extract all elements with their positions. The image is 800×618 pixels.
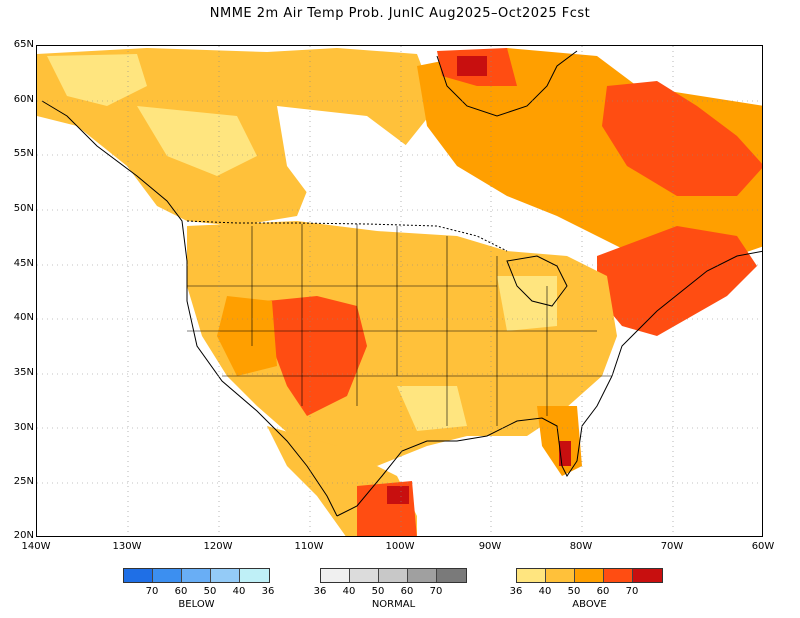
lon-label-110w: 110W [294,541,324,552]
field-southwest-orange [217,296,277,376]
field-great-lakes-light [497,276,557,331]
legend-below-swatch-1 [124,569,153,582]
lat-label-50n: 50N [13,203,34,214]
legend-above-swatch-5 [633,569,662,582]
lat-label-45n: 45N [13,258,34,269]
legend-above-swatch-4 [604,569,633,582]
lon-label-90w: 90W [478,541,502,552]
field-mexico-dark [387,486,409,504]
legend-below-tick: 60 [174,586,188,597]
legend-normal-tick: 60 [400,586,414,597]
legend-below-tick: 40 [232,586,246,597]
legend-normal-tick: 70 [429,586,443,597]
probability-fields [37,48,762,536]
legend-below-tick: 70 [145,586,159,597]
lat-label-30n: 30N [13,422,34,433]
legend-normal-tick: 36 [313,586,327,597]
legend-above-name: ABOVE [572,599,607,610]
legend-normal: 36 40 50 60 70 NORMAL [314,568,467,610]
legend-normal-swatch-4 [408,569,437,582]
field-labrador-red [602,81,762,196]
legend-normal-tick: 50 [371,586,385,597]
lon-label-100w: 100W [385,541,415,552]
legend-normal-swatch-1 [321,569,350,582]
legend-above-swatch-2 [546,569,575,582]
legend-above-tick: 70 [625,586,639,597]
coastlines [41,50,762,517]
probability-map [37,46,762,536]
lon-label-70w: 70W [660,541,684,552]
lon-label-120w: 120W [203,541,233,552]
great-lakes [506,255,568,307]
lon-label-140w: 140W [21,541,51,552]
lon-label-80w: 80W [569,541,593,552]
legend-below: 70 60 50 40 36 BELOW [123,568,275,610]
lat-label-25n: 25N [13,476,34,487]
lat-label-40n: 40N [13,312,34,323]
legend-below-swatch-4 [211,569,240,582]
legend-below-tick: 50 [203,586,217,597]
legend-normal-swatch-2 [350,569,379,582]
legend-above: 36 40 50 60 70 ABOVE [510,568,663,610]
lon-label-130w: 130W [112,541,142,552]
legend-below-swatches [123,568,270,583]
canada-us-border [186,220,508,252]
field-conus-light-mid [397,386,467,431]
map-panel [36,45,763,537]
state-boundaries [187,224,612,426]
gulf-coast [336,375,613,517]
lat-label-35n: 35N [13,367,34,378]
legend-below-swatch-2 [153,569,182,582]
legend-normal-swatch-5 [437,569,466,582]
atlantic-coast [611,250,762,377]
field-canada-light-2 [137,106,257,176]
field-hudson-dark [457,56,487,76]
field-northeast-red [597,226,757,336]
legend-above-swatch-1 [517,569,546,582]
legend-above-tick: 40 [538,586,552,597]
legend-below-ticks: 70 60 50 40 36 [123,586,275,600]
legend-above-ticks: 36 40 50 60 70 [510,586,663,600]
legend-normal-tick: 40 [342,586,356,597]
legend-below-swatch-5 [240,569,269,582]
legend-normal-swatches [320,568,467,583]
lat-label-20n: 20N [13,530,34,541]
lat-label-55n: 55N [13,148,34,159]
lat-label-65n: 65N [13,39,34,50]
lon-label-60w: 60W [751,541,775,552]
legend-normal-swatch-3 [379,569,408,582]
legend-below-tick: 36 [261,586,275,597]
legend-above-swatches [516,568,663,583]
legend-above-tick: 36 [509,586,523,597]
field-southwest-red [267,296,367,416]
legend-normal-name: NORMAL [371,599,416,610]
legend-below-swatch-3 [182,569,211,582]
legend-above-tick: 50 [567,586,581,597]
field-canada-north-gap [277,106,407,206]
legend-above-tick: 60 [596,586,610,597]
map-title: NMME 2m Air Temp Prob. JunIC Aug2025–Oct… [209,6,591,21]
field-florida-dark [559,441,571,466]
legend-normal-ticks: 36 40 50 60 70 [314,586,467,600]
hudson-bay [436,50,578,117]
legend-above-swatch-3 [575,569,604,582]
field-canada-west-light [47,54,147,106]
pacific-coast [41,100,338,517]
legend-below-name: BELOW [178,599,215,610]
graticule [37,46,762,536]
lat-label-60n: 60N [13,94,34,105]
